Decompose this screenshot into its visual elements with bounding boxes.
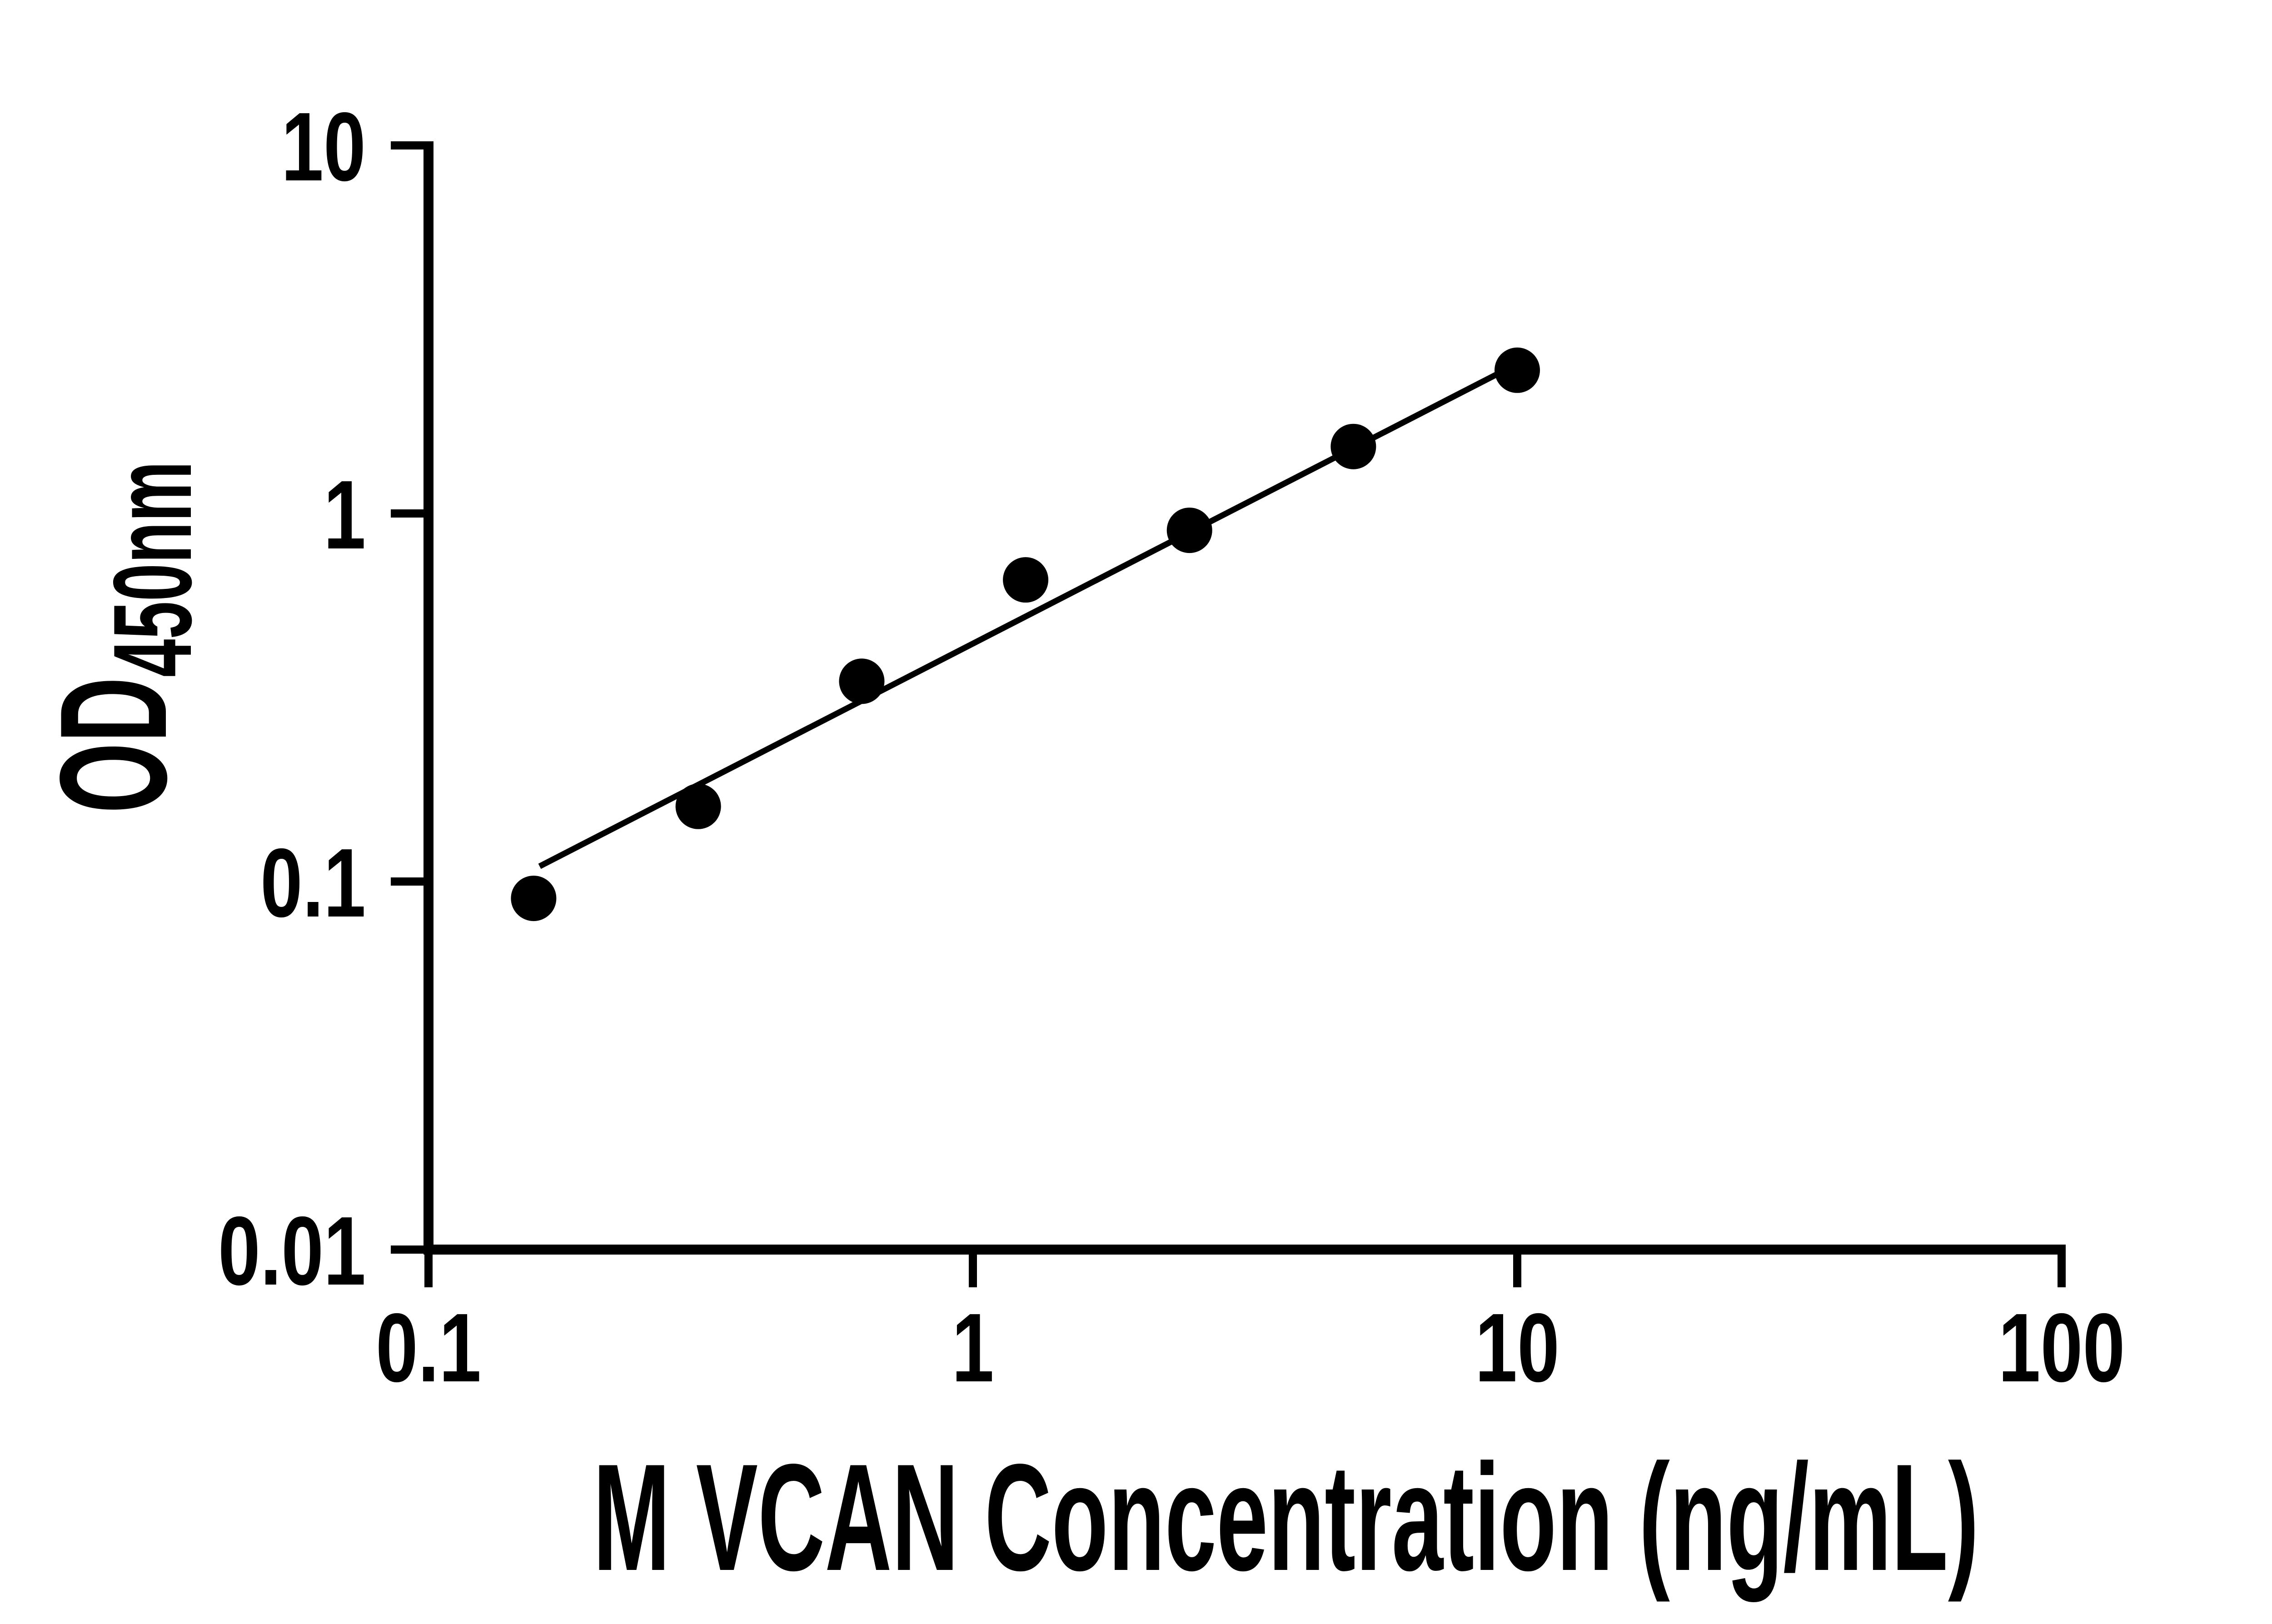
x-axis-title: M VCAN Concentration (ng/mL) xyxy=(593,1432,1979,1603)
data-point xyxy=(1495,347,1540,393)
x-tick-label: 1 xyxy=(952,1293,994,1402)
y-axis-title-subscript: 450nm xyxy=(90,461,214,677)
axes-group xyxy=(391,141,2066,1287)
data-point xyxy=(511,876,557,922)
x-tick-label: 0.1 xyxy=(376,1293,481,1402)
data-point xyxy=(839,658,885,704)
data-point xyxy=(1003,557,1049,603)
data-point xyxy=(1330,423,1376,469)
y-tick-label: 0.01 xyxy=(218,1196,366,1305)
y-tick-label: 1 xyxy=(324,460,366,569)
data-point xyxy=(675,783,721,829)
y-tick-label: 0.1 xyxy=(260,828,366,937)
x-tick-label: 100 xyxy=(1998,1293,2125,1402)
y-tick-label: 10 xyxy=(281,92,366,201)
data-point xyxy=(1166,508,1212,553)
y-axis-title-main: OD xyxy=(28,677,198,813)
data-points-group xyxy=(511,347,1540,922)
y-axis-title: OD450nm xyxy=(28,461,214,813)
x-tick-label: 10 xyxy=(1475,1293,1560,1402)
